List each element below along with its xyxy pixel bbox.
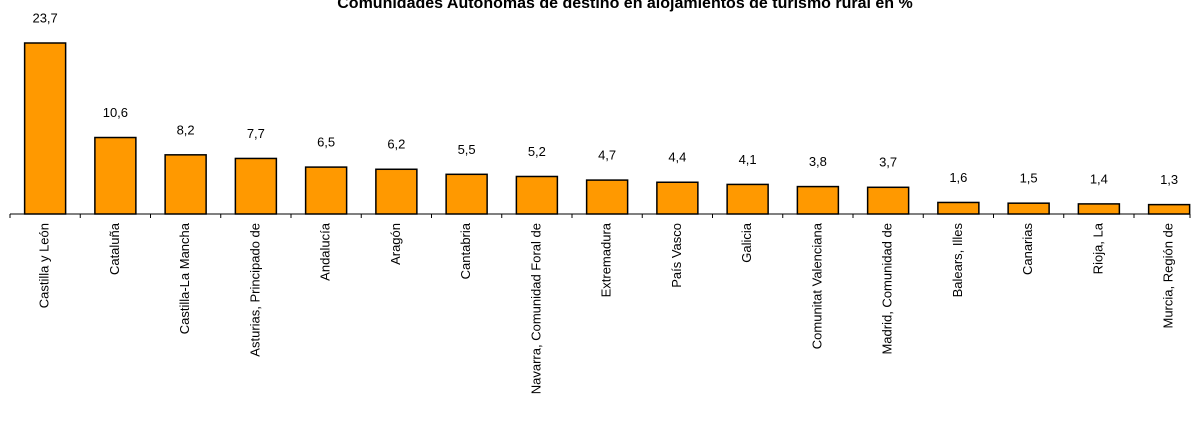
value-label: 3,7: [879, 155, 897, 170]
value-label: 7,7: [247, 126, 265, 141]
bar: [796, 185, 840, 215]
chart-title: Comunidades Autónomas de destino en aloj…: [337, 0, 913, 12]
x-tick-label: Navarra, Comunidad Foral de: [528, 223, 543, 394]
bar: [1077, 203, 1121, 215]
x-tick-label: Castilla y León: [37, 223, 52, 308]
x-tick-label: Castilla-La Mancha: [177, 222, 192, 334]
value-label: 23,7: [32, 10, 57, 25]
x-tick-label: Galicia: [739, 222, 754, 263]
value-label: 6,2: [387, 137, 405, 152]
value-label: 4,1: [739, 152, 757, 167]
x-tick-label: País Vasco: [669, 223, 684, 288]
bar: [1147, 203, 1191, 215]
value-label: 1,4: [1090, 171, 1108, 186]
bar: [304, 166, 348, 215]
bar: [23, 42, 67, 215]
bar: [164, 154, 207, 215]
x-tick-label: Rioja, La: [1090, 222, 1105, 274]
bar: [726, 183, 769, 215]
value-label: 8,2: [177, 122, 195, 137]
x-tick-label: Comunitat Valenciana: [809, 222, 824, 349]
bar: [656, 181, 699, 215]
bar: [234, 157, 278, 215]
x-tick-label: Aragón: [388, 223, 403, 265]
value-label: 4,7: [598, 148, 616, 163]
value-label: 10,6: [103, 105, 128, 120]
bar: [445, 173, 488, 215]
bar: [937, 201, 980, 215]
x-tick-label: Murcia, Región de: [1161, 223, 1176, 329]
value-label: 1,6: [949, 170, 967, 185]
bar: [515, 175, 559, 215]
x-tick-label: Cataluña: [107, 222, 122, 275]
value-label: 3,8: [809, 154, 827, 169]
bar: [585, 179, 629, 215]
value-label: 5,5: [458, 142, 476, 157]
x-tick-label: Balears, Illes: [950, 223, 965, 298]
bar: [866, 186, 910, 215]
value-label: 4,4: [668, 150, 686, 165]
bar: [94, 136, 137, 215]
bar: [1007, 202, 1050, 215]
bar: [375, 168, 418, 215]
x-tick-label: Andalucía: [318, 222, 333, 281]
value-label: 1,5: [1020, 171, 1038, 186]
value-label: 6,5: [317, 135, 335, 150]
x-tick-label: Canarias: [1020, 223, 1035, 276]
x-tick-label: Asturias, Principado de: [247, 223, 262, 357]
x-tick-label: Cantabria: [458, 222, 473, 279]
x-tick-label: Madrid, Comunidad de: [880, 223, 895, 355]
value-label: 1,3: [1160, 172, 1178, 187]
x-tick-label: Extremadura: [599, 222, 614, 297]
value-label: 5,2: [528, 144, 546, 159]
